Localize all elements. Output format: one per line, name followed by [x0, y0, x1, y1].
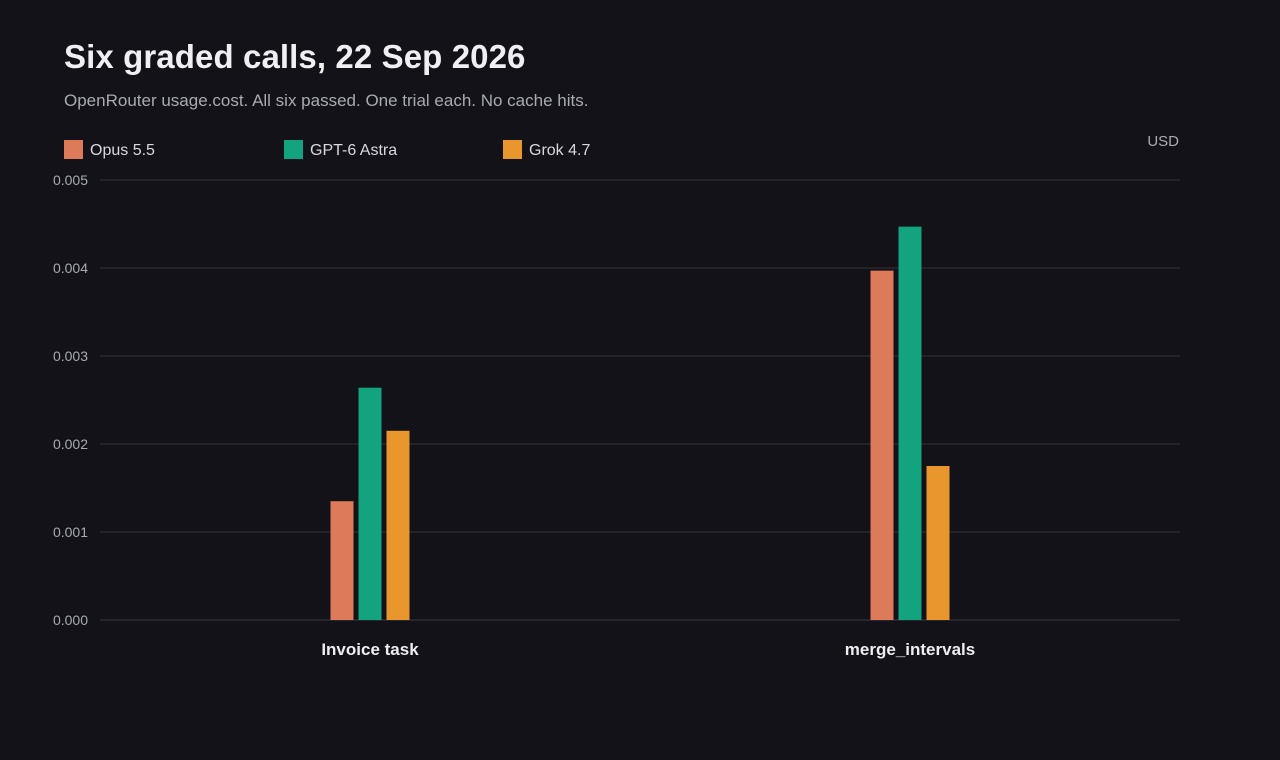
bar — [870, 270, 894, 620]
legend-swatch — [64, 140, 83, 159]
bars — [330, 226, 950, 620]
bar — [898, 226, 922, 620]
legend-swatch — [503, 140, 522, 159]
legend-label: Grok 4.7 — [529, 142, 590, 159]
legend-swatch — [284, 140, 303, 159]
y-tick-label: 0.004 — [53, 260, 88, 276]
category-labels: Invoice task merge_intervals — [321, 640, 975, 659]
y-tick-label: 0.000 — [53, 612, 88, 628]
legend: Opus 5.5 GPT-6 Astra Grok 4.7 — [64, 140, 590, 159]
y-tick-label: 0.002 — [53, 436, 88, 452]
y-tick-label: 0.001 — [53, 524, 88, 540]
y-tick-label: 0.005 — [53, 172, 88, 188]
chart-title: Six graded calls, 22 Sep 2026 — [64, 38, 526, 75]
bar — [926, 466, 950, 620]
bar — [358, 387, 382, 620]
chart-subtitle: OpenRouter usage.cost. All six passed. O… — [64, 91, 589, 110]
gridlines — [100, 179, 1180, 621]
legend-label: GPT-6 Astra — [310, 142, 397, 159]
x-category-label: Invoice task — [321, 640, 419, 659]
y-tick-label: 0.003 — [53, 348, 88, 364]
legend-label: Opus 5.5 — [90, 142, 155, 159]
bar — [386, 430, 410, 620]
y-axis-tick-labels: 0.000 0.001 0.002 0.003 0.004 0.005 — [53, 172, 88, 628]
unit-label: USD — [1147, 133, 1179, 150]
bar — [330, 501, 354, 620]
x-category-label: merge_intervals — [845, 640, 975, 659]
